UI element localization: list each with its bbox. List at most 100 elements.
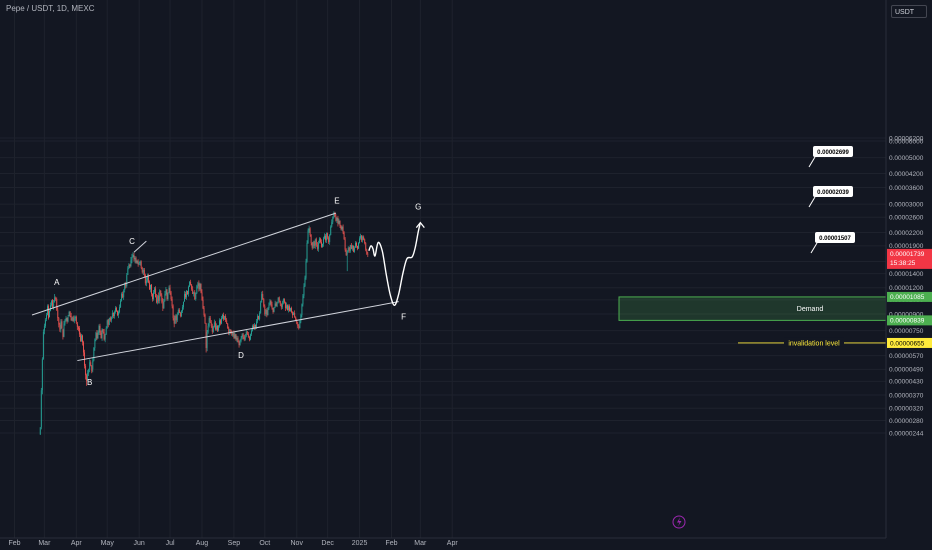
candle bbox=[39, 427, 41, 435]
candle bbox=[212, 327, 214, 332]
candle bbox=[365, 242, 367, 250]
candle bbox=[127, 268, 129, 275]
candle bbox=[245, 331, 247, 336]
candle bbox=[98, 325, 100, 332]
candle bbox=[188, 286, 190, 295]
chart-grid bbox=[0, 0, 886, 538]
candle bbox=[142, 269, 144, 273]
candle bbox=[122, 294, 124, 298]
candle bbox=[243, 336, 245, 340]
candle bbox=[121, 294, 123, 301]
candle bbox=[131, 257, 133, 261]
candle bbox=[146, 276, 148, 281]
target-leader bbox=[808, 156, 816, 168]
candle bbox=[272, 308, 274, 312]
candle bbox=[298, 325, 300, 329]
x-tick-label: Jun bbox=[133, 540, 144, 547]
time-axis[interactable]: Feb Mar Apr May Jun Jul Aug Sep Oct Nov Dec 2025 Feb… bbox=[0, 537, 886, 547]
candle bbox=[307, 230, 309, 243]
candle bbox=[41, 358, 43, 391]
candle bbox=[157, 295, 159, 303]
candle bbox=[297, 323, 299, 326]
candle bbox=[278, 297, 280, 301]
candle bbox=[247, 334, 249, 337]
chart-zones: Demand invalidation level bbox=[618, 296, 887, 347]
candle bbox=[262, 294, 264, 300]
candle bbox=[337, 217, 339, 224]
candle bbox=[156, 297, 158, 303]
candle bbox=[67, 317, 69, 322]
currency-unit-button[interactable]: USDT bbox=[891, 5, 927, 18]
x-tick-label: Aug bbox=[196, 540, 209, 547]
candle bbox=[319, 238, 321, 243]
candle bbox=[140, 261, 142, 268]
candle bbox=[141, 267, 143, 273]
candle bbox=[357, 245, 358, 249]
candle bbox=[193, 292, 195, 295]
candle bbox=[235, 334, 237, 340]
candle bbox=[93, 347, 95, 361]
candle bbox=[45, 314, 47, 320]
candle bbox=[154, 288, 156, 293]
candle bbox=[326, 233, 328, 241]
candle bbox=[239, 340, 241, 346]
candle bbox=[244, 335, 246, 340]
candle bbox=[233, 333, 235, 339]
candle bbox=[344, 239, 346, 250]
candle bbox=[360, 235, 362, 239]
candle bbox=[164, 294, 166, 301]
candle bbox=[204, 314, 206, 324]
candle bbox=[341, 226, 343, 230]
candle bbox=[290, 308, 292, 311]
target-leader bbox=[810, 242, 818, 254]
candle bbox=[130, 260, 132, 267]
candle bbox=[123, 290, 125, 298]
candle bbox=[91, 365, 93, 372]
candle bbox=[287, 305, 288, 311]
x-tick-label: Feb bbox=[385, 540, 397, 547]
candle bbox=[267, 308, 269, 315]
candle bbox=[254, 324, 255, 329]
wave-label-C: C bbox=[129, 237, 135, 246]
candle bbox=[364, 239, 366, 243]
candle bbox=[120, 300, 122, 308]
candle bbox=[78, 328, 80, 335]
candle bbox=[40, 390, 42, 428]
candle bbox=[306, 242, 308, 262]
y-tick-label: 0.00001400 bbox=[889, 271, 924, 278]
candle bbox=[50, 305, 52, 311]
candle bbox=[96, 333, 98, 339]
y-tick-label: 0.00000900 bbox=[889, 311, 924, 318]
candle bbox=[230, 329, 232, 332]
candle bbox=[268, 305, 270, 309]
candle bbox=[174, 316, 176, 324]
demand-zone bbox=[618, 296, 887, 321]
lightning-icon[interactable] bbox=[672, 515, 686, 529]
candle bbox=[173, 318, 175, 324]
candle bbox=[203, 308, 205, 315]
candle bbox=[55, 298, 57, 300]
candle bbox=[102, 329, 104, 332]
candle bbox=[95, 333, 97, 340]
candle bbox=[242, 334, 244, 337]
candle bbox=[182, 301, 184, 308]
candle bbox=[47, 306, 48, 315]
candle bbox=[314, 239, 316, 246]
wave-label-G: G bbox=[415, 203, 421, 212]
x-tick-label: Dec bbox=[321, 540, 334, 547]
candle bbox=[282, 299, 284, 303]
candle bbox=[316, 244, 318, 249]
candle bbox=[291, 308, 293, 312]
candle bbox=[211, 325, 213, 332]
candle bbox=[207, 325, 209, 332]
candle bbox=[70, 316, 72, 321]
candle bbox=[366, 249, 368, 254]
candle bbox=[161, 295, 163, 302]
candle bbox=[135, 258, 137, 263]
candle bbox=[51, 300, 53, 306]
candle bbox=[185, 294, 186, 298]
candle bbox=[165, 289, 167, 295]
projection-path bbox=[368, 222, 422, 306]
